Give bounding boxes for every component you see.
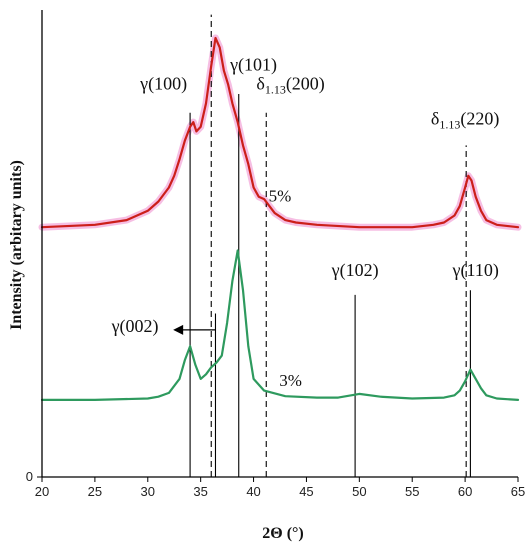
y-axis-title: Intensity (arbitary units) [8,160,25,330]
peak-label-4: δ1.13(220) [431,108,499,131]
peak-label-3: δ1.13(200) [256,73,324,96]
peak-label-0: γ(100) [139,73,187,94]
x-tick-label-50: 50 [352,484,366,499]
series-label-3pct: 3% [279,371,302,390]
series-label-5pct: 5% [269,186,292,205]
peak-label-2: γ(101) [229,55,277,76]
series-line-5pct [40,36,520,229]
x-tick-label-35: 35 [193,484,207,499]
x-axis-title: 2Θ (°) [262,525,304,542]
series-layer [40,36,520,401]
arrow-head [173,324,184,335]
x-tick-label-25: 25 [88,484,102,499]
peak-label-7: γ(002) [111,316,159,337]
x-tick-label-30: 30 [141,484,155,499]
x-tick-label-60: 60 [458,484,472,499]
peak-label-5: γ(102) [331,260,379,281]
axes-layer: 20 25 30 35 40 45 50 55 60 65 0 [26,10,525,499]
x-tick-label-20: 20 [35,484,49,499]
x-tick-label-65: 65 [511,484,525,499]
y-tick-label-0: 0 [26,469,33,484]
reference-lines-layer [189,14,471,477]
labels-layer: 5%3%γ(100)δ1.13(111)γ(101)δ1.13(200)δ1.1… [111,55,500,390]
x-tick-label-45: 45 [299,484,313,499]
series-line-3pct [40,249,520,401]
x-tick-label-55: 55 [405,484,419,499]
x-tick-label-40: 40 [246,484,260,499]
peak-label-6: γ(110) [452,260,499,281]
